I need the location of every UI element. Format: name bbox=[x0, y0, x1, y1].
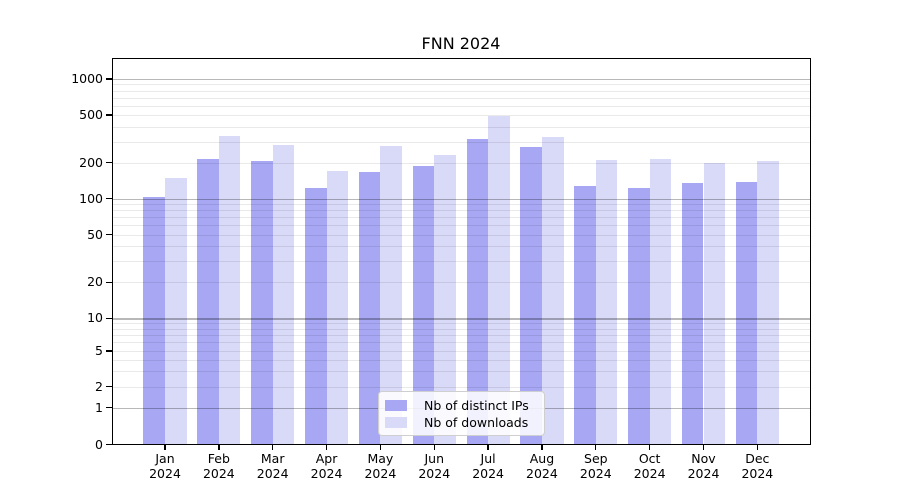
y-tick-2 bbox=[106, 385, 112, 388]
bar-feb-distinct-ips bbox=[197, 158, 219, 445]
y-tick-100 bbox=[106, 198, 112, 200]
x-tick-label-mar: Mar 2024 bbox=[256, 450, 289, 482]
y-tick-10 bbox=[106, 317, 112, 319]
x-tick-label-dec: Dec 2024 bbox=[741, 450, 774, 482]
x-tick-dec bbox=[756, 444, 759, 450]
y-tick-label-500: 500 bbox=[79, 107, 103, 123]
x-tick-feb bbox=[218, 444, 220, 450]
legend-label-distinct-ips: Nb of distinct IPs bbox=[424, 398, 529, 413]
x-tick-apr bbox=[325, 444, 328, 450]
bar-apr-downloads bbox=[326, 170, 349, 445]
x-tick-oct bbox=[648, 444, 651, 450]
x-tick-label-aug: Aug 2024 bbox=[526, 450, 558, 482]
legend-swatch-distinct-ips bbox=[385, 400, 407, 411]
x-tick-label-apr: Apr 2024 bbox=[310, 450, 343, 482]
bar-oct-downloads bbox=[649, 158, 672, 445]
bar-dec-distinct-ips bbox=[735, 181, 758, 445]
legend-item-distinct-ips: Nb of distinct IPs bbox=[385, 397, 544, 414]
x-tick-jun bbox=[433, 444, 435, 450]
x-tick-jul bbox=[487, 444, 489, 450]
x-tick-jan bbox=[164, 444, 166, 450]
x-tick-label-jul: Jul 2024 bbox=[472, 450, 504, 482]
bar-dec-downloads bbox=[757, 160, 779, 445]
x-tick-sep bbox=[595, 444, 597, 450]
bar-sep-distinct-ips bbox=[574, 185, 596, 445]
bar-aug-downloads bbox=[541, 137, 564, 445]
y-tick-1 bbox=[106, 406, 112, 409]
bar-mar-downloads bbox=[272, 144, 295, 445]
y-tick-500 bbox=[106, 114, 112, 116]
x-tick-label-jan: Jan 2024 bbox=[149, 450, 181, 482]
y-tick-label-20: 20 bbox=[87, 274, 103, 290]
bar-may-distinct-ips bbox=[358, 172, 381, 445]
y-tick-label-1: 1 bbox=[95, 399, 103, 415]
bar-sep-downloads bbox=[595, 159, 618, 445]
x-tick-label-jun: Jun 2024 bbox=[418, 450, 451, 482]
bar-jul-downloads bbox=[488, 115, 510, 445]
legend: Nb of distinct IPs Nb of downloads bbox=[378, 391, 545, 436]
x-tick-mar bbox=[272, 444, 274, 450]
bar-jun-distinct-ips bbox=[412, 165, 435, 445]
y-tick-label-2: 2 bbox=[95, 378, 103, 394]
bar-oct-distinct-ips bbox=[628, 188, 650, 445]
bar-nov-distinct-ips bbox=[681, 183, 704, 445]
bar-feb-downloads bbox=[218, 136, 241, 445]
x-tick-label-may: May 2024 bbox=[364, 450, 397, 482]
y-tick-1000 bbox=[106, 78, 112, 80]
y-tick-label-50: 50 bbox=[87, 226, 103, 242]
y-tick-20 bbox=[106, 281, 112, 283]
x-tick-label-oct: Oct 2024 bbox=[633, 450, 666, 482]
y-tick-label-100: 100 bbox=[79, 190, 103, 206]
x-tick-may bbox=[379, 444, 382, 450]
x-tick-nov bbox=[702, 444, 705, 450]
bar-may-downloads bbox=[380, 146, 402, 445]
y-tick-label-10: 10 bbox=[87, 310, 103, 326]
legend-swatch-downloads bbox=[385, 417, 407, 428]
y-tick-200 bbox=[106, 161, 112, 164]
bar-jul-distinct-ips bbox=[466, 138, 489, 445]
x-tick-label-nov: Nov 2024 bbox=[687, 450, 720, 482]
chart-title: FNN 2024 bbox=[421, 34, 501, 53]
bar-jan-distinct-ips bbox=[143, 196, 165, 445]
bar-jun-downloads bbox=[434, 154, 456, 445]
y-tick-0 bbox=[106, 443, 112, 446]
x-tick-aug bbox=[541, 444, 543, 450]
y-tick-5 bbox=[106, 350, 112, 352]
legend-label-downloads: Nb of downloads bbox=[424, 415, 529, 430]
y-tick-label-0: 0 bbox=[95, 436, 103, 452]
bar-nov-downloads bbox=[703, 162, 726, 445]
bar-aug-distinct-ips bbox=[520, 146, 542, 445]
bar-mar-distinct-ips bbox=[251, 161, 273, 445]
bar-jan-downloads bbox=[165, 178, 187, 445]
y-tick-label-5: 5 bbox=[95, 343, 103, 358]
x-tick-label-feb: Feb 2024 bbox=[202, 450, 235, 482]
y-tick-label-1000: 1000 bbox=[71, 71, 103, 86]
legend-item-downloads: Nb of downloads bbox=[385, 414, 544, 431]
x-tick-label-sep: Sep 2024 bbox=[579, 450, 612, 482]
bar-apr-distinct-ips bbox=[304, 188, 327, 445]
y-tick-label-200: 200 bbox=[79, 154, 103, 170]
y-tick-50 bbox=[106, 234, 112, 236]
